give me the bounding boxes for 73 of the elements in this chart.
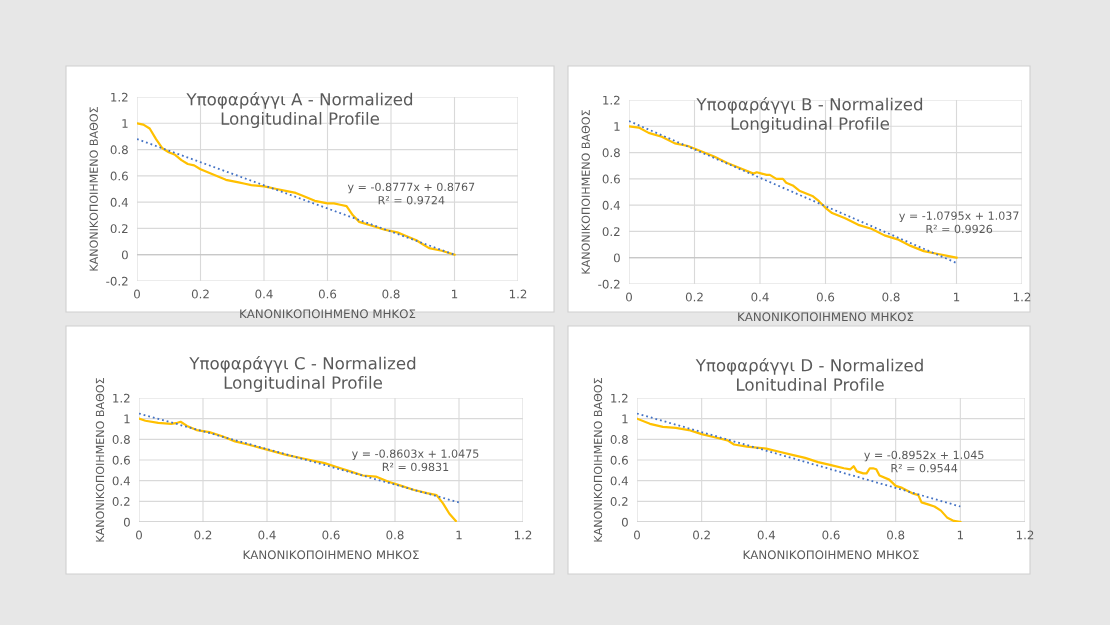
- annotation: y = -0.8777x + 0.8767 R² = 0.9724: [347, 182, 475, 205]
- y-tick-label: 0.2: [602, 227, 620, 237]
- x-tick-label: 0.6: [816, 292, 835, 302]
- y-axis-title: ΚΑΝΟΝΙΚΟΠΟΙΗΜΕΝΟ ΒΑΘΟΣ: [89, 107, 98, 271]
- x-tick-label: 0.8: [386, 530, 404, 540]
- y-tick-label: 0.8: [610, 435, 628, 444]
- y-tick-label: 0.6: [602, 174, 620, 184]
- x-tick-label: 0.6: [822, 530, 840, 540]
- y-tick-label: 0.8: [112, 435, 130, 444]
- x-tick-label: 0.2: [693, 530, 710, 540]
- x-tick-label: 1: [452, 289, 458, 299]
- x-tick-label: 1: [957, 530, 963, 540]
- y-tick-label: 0: [123, 517, 130, 527]
- chart-title: Υποφαράγγι B - Normalized Longitudinal Profile: [696, 97, 923, 134]
- x-tick-label: 0.6: [322, 530, 340, 540]
- y-axis-title: ΚΑΝΟΝΙΚΟΠΟΙΗΜΕΝΟ ΒΑΘΟΣ: [581, 110, 590, 274]
- y-tick-label: 1.2: [611, 393, 628, 403]
- x-tick-label: 0.8: [887, 530, 905, 540]
- y-tick-label: 0.6: [610, 455, 628, 465]
- y-tick-label: -0.2: [106, 276, 128, 286]
- y-tick-label: 0: [621, 517, 628, 527]
- y-tick-label: 1.2: [111, 92, 128, 102]
- y-tick-label: 0.6: [112, 455, 130, 465]
- y-tick-label: 1: [622, 414, 628, 424]
- x-axis-title: ΚΑΝΟΝΙΚΟΠΟΙΗΜΕΝΟ ΜΗΚΟΣ: [743, 550, 919, 560]
- chart-title: Υποφαράγγι A - Normalized Longitudinal Profile: [186, 92, 413, 129]
- x-tick-label: 0: [134, 289, 140, 299]
- y-tick-label: 1.2: [113, 393, 130, 403]
- y-tick-label: 0.2: [110, 224, 128, 234]
- x-tick-label: 0: [634, 530, 640, 540]
- x-tick-label: 0.6: [318, 289, 337, 299]
- annotation: y = -1.0795x + 1.037 R² = 0.9926: [899, 211, 1019, 234]
- x-tick-label: 1: [456, 530, 462, 540]
- y-tick-label: 1.2: [603, 95, 620, 105]
- y-tick-label: 0: [121, 250, 128, 260]
- y-tick-label: 0.8: [602, 148, 620, 158]
- x-tick-label: 0.4: [757, 530, 776, 540]
- annotation: y = -0.8952x + 1.045 R² = 0.9544: [864, 450, 984, 473]
- y-tick-label: 0.6: [110, 171, 128, 181]
- y-tick-label: 0.8: [110, 145, 128, 155]
- y-tick-label: 0: [613, 253, 620, 263]
- x-tick-label: 1.2: [1016, 530, 1034, 540]
- chart-title: Υποφαράγγι D - Normalized Lonitudinal Profile: [695, 358, 923, 391]
- x-tick-label: 0.4: [255, 289, 273, 299]
- x-axis-title: ΚΑΝΟΝΙΚΟΠΟΙΗΜΕΝΟ ΜΗΚΟΣ: [243, 550, 419, 560]
- chart-title: Υποφαράγγι C - Normalized Longitudinal Profile: [189, 356, 416, 393]
- x-tick-label: 1.2: [514, 530, 532, 540]
- y-tick-label: 0.4: [112, 476, 130, 486]
- x-tick-label: 0.4: [258, 530, 276, 540]
- y-tick-label: 0.2: [610, 497, 628, 506]
- y-axis-title: ΚΑΝΟΝΙΚΟΠΟΙΗΜΕΝΟ ΒΑΘΟΣ: [593, 378, 603, 542]
- x-tick-label: 0.2: [194, 530, 212, 540]
- x-tick-label: 1: [954, 292, 960, 302]
- y-axis-title: ΚΑΝΟΝΙΚΟΠΟΙΗΜΕΝΟ ΒΑΘΟΣ: [95, 378, 105, 542]
- x-axis-title: ΚΑΝΟΝΙΚΟΠΟΙΗΜΕΝΟ ΜΗΚΟΣ: [240, 309, 416, 319]
- x-tick-label: 1.2: [1013, 292, 1031, 302]
- x-tick-label: 0.2: [191, 289, 209, 299]
- y-tick-label: 1: [614, 122, 620, 131]
- y-tick-label: -0.2: [598, 279, 620, 289]
- x-tick-label: 0: [136, 530, 142, 540]
- x-tick-label: 0.8: [382, 289, 400, 299]
- y-tick-label: 0.2: [112, 497, 130, 506]
- x-tick-label: 0.2: [685, 292, 703, 302]
- y-tick-label: 0.4: [610, 476, 628, 486]
- y-tick-label: 0.4: [110, 197, 128, 207]
- y-tick-label: 1: [124, 414, 130, 424]
- annotation: y = -0.8603x + 1.0475 R² = 0.9831: [351, 449, 479, 472]
- x-axis-title: ΚΑΝΟΝΙΚΟΠΟΙΗΜΕΝΟ ΜΗΚΟΣ: [738, 312, 914, 322]
- x-tick-label: 0.8: [882, 292, 900, 302]
- x-tick-label: 0.4: [751, 292, 769, 302]
- x-tick-label: 1.2: [509, 289, 527, 299]
- y-tick-label: 0.4: [602, 200, 620, 210]
- y-tick-label: 1: [122, 119, 128, 128]
